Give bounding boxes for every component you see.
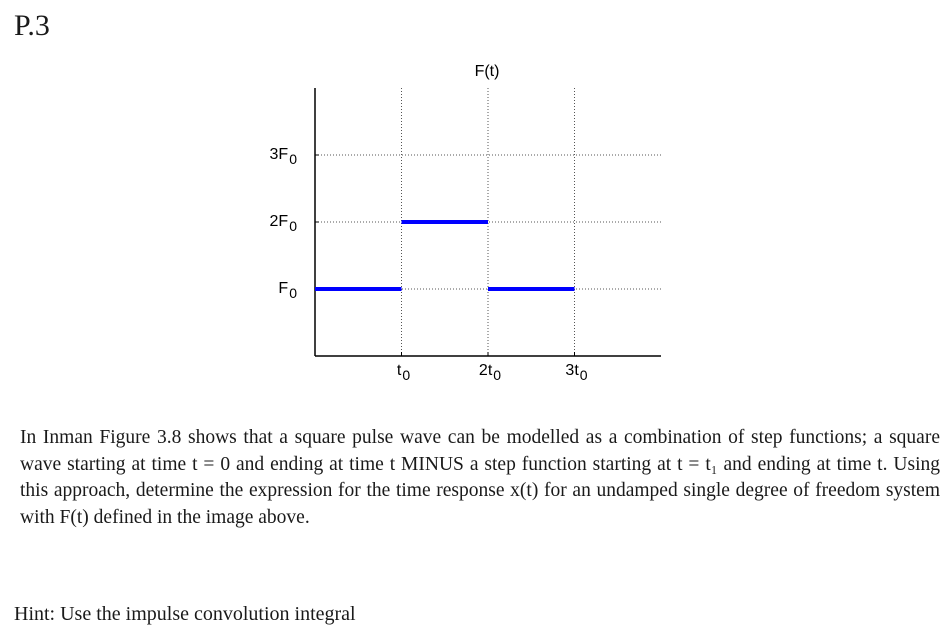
y-tick-label: 3F0 <box>270 146 298 167</box>
force-time-figure: t0 2t0 3t0 F0 2F0 3F0 F(t) <box>270 63 661 383</box>
y-tick-label: 2F0 <box>270 213 298 234</box>
chart-title: F(t) <box>475 63 500 80</box>
hint-text: Hint: Use the impulse convolution integr… <box>14 603 356 625</box>
force-series <box>315 220 575 291</box>
problem-statement-text: In Inman Figure 3.8 shows that a square … <box>20 427 940 528</box>
problem-number: P.3 <box>14 9 50 42</box>
x-tick-label: t0 <box>397 362 410 383</box>
x-tick-label: 2t0 <box>479 362 501 383</box>
x-tick-label: 3t0 <box>565 362 587 383</box>
force-chart: t0 2t0 3t0 F0 2F0 3F0 F(t) <box>270 63 661 383</box>
tick-labels: t0 2t0 3t0 F0 2F0 3F0 F(t) <box>270 63 588 383</box>
problem-statement: In Inman Figure 3.8 shows that a square … <box>20 425 940 531</box>
y-tick-label: F0 <box>278 280 297 301</box>
